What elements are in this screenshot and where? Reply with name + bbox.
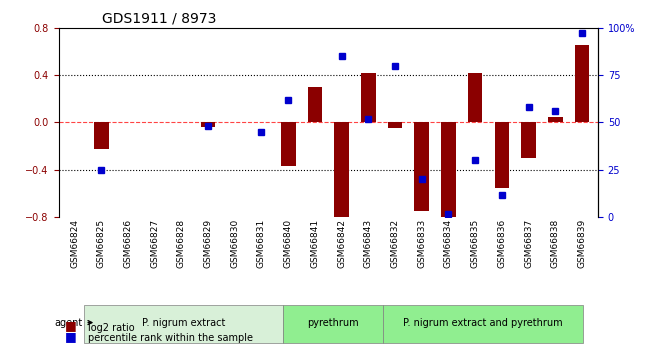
Bar	[415, 122, 429, 211]
FancyBboxPatch shape	[84, 305, 283, 343]
Text: log2 ratio: log2 ratio	[88, 323, 135, 333]
Text: ■: ■	[65, 330, 77, 343]
Bar	[441, 122, 456, 217]
Bar	[281, 122, 296, 166]
Bar	[201, 122, 215, 127]
Text: agent: agent	[54, 318, 92, 327]
Bar	[468, 73, 482, 122]
FancyBboxPatch shape	[383, 305, 582, 343]
Bar	[387, 122, 402, 128]
FancyBboxPatch shape	[283, 305, 383, 343]
Bar	[334, 122, 349, 217]
Text: P. nigrum extract and pyrethrum: P. nigrum extract and pyrethrum	[403, 318, 562, 327]
Bar	[521, 122, 536, 158]
Bar	[94, 122, 109, 149]
Bar	[361, 73, 376, 122]
Bar	[575, 46, 590, 122]
Bar	[307, 87, 322, 122]
Text: GDS1911 / 8973: GDS1911 / 8973	[101, 11, 216, 25]
Bar	[495, 122, 509, 188]
Text: P. nigrum extract: P. nigrum extract	[142, 318, 225, 327]
Text: percentile rank within the sample: percentile rank within the sample	[88, 333, 253, 343]
Text: pyrethrum: pyrethrum	[307, 318, 359, 327]
Text: ■: ■	[65, 319, 77, 333]
Bar	[548, 117, 563, 122]
